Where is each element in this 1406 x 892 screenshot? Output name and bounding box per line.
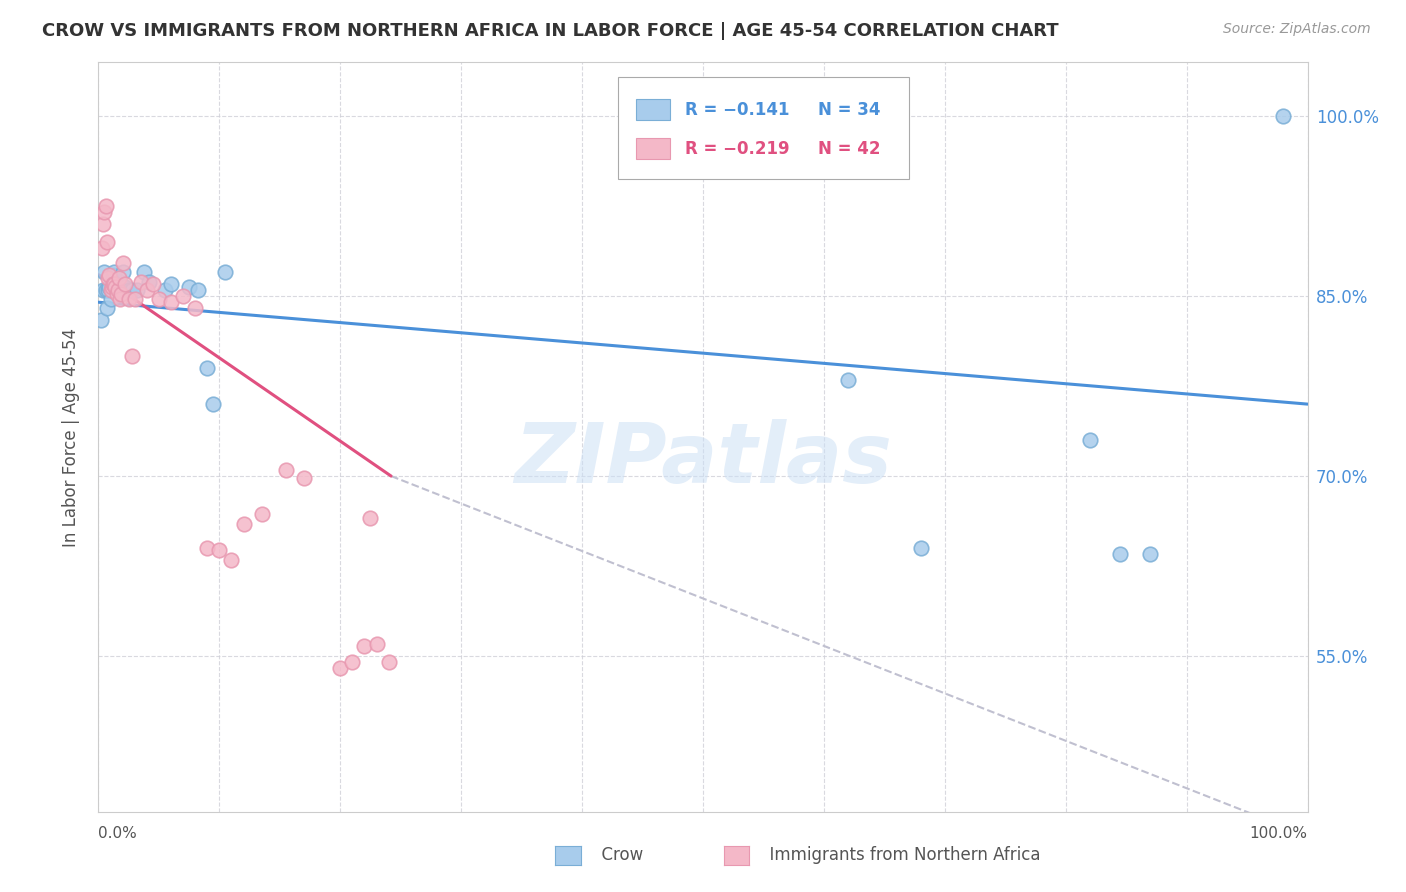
Point [187, 283, 209, 297]
Point [114, 277, 136, 292]
Point [108, 275, 131, 289]
Point [910, 541, 932, 555]
Text: 100.0%: 100.0% [1250, 826, 1308, 841]
Point [111, 265, 134, 279]
Point [124, 292, 146, 306]
Text: ZIPatlas: ZIPatlas [515, 419, 891, 500]
Point [208, 543, 231, 558]
Point [195, 361, 218, 376]
Y-axis label: In Labor Force | Age 45-54: In Labor Force | Age 45-54 [62, 327, 80, 547]
Point [107, 283, 129, 297]
Point [96, 301, 118, 316]
Point [184, 301, 207, 316]
Point [90, 313, 112, 327]
Point [366, 637, 388, 651]
Point [221, 553, 243, 567]
Point [129, 275, 152, 289]
Point [108, 292, 131, 306]
Bar [637, 138, 671, 159]
Point [91, 241, 114, 255]
Point [100, 283, 122, 297]
Point [138, 275, 160, 289]
Point [96, 235, 118, 250]
Point [103, 265, 125, 279]
Point [98, 279, 121, 293]
Point [214, 265, 236, 279]
Point [179, 279, 201, 293]
Point [250, 508, 273, 522]
Text: CROW VS IMMIGRANTS FROM NORTHERN AFRICA IN LABOR FORCE | AGE 45-54 CORRELATION C: CROW VS IMMIGRANTS FROM NORTHERN AFRICA … [42, 22, 1059, 40]
Point [100, 279, 122, 293]
Point [97, 283, 120, 297]
Point [103, 277, 125, 292]
Point [97, 271, 120, 285]
Point [98, 268, 121, 282]
Point [274, 463, 297, 477]
Point [1139, 547, 1161, 561]
Point [121, 283, 143, 297]
Point [134, 265, 156, 279]
Text: 0.0%: 0.0% [98, 826, 138, 841]
Point [118, 283, 141, 297]
Text: Source: ZipAtlas.com: Source: ZipAtlas.com [1223, 22, 1371, 37]
Point [94, 283, 117, 297]
Point [292, 471, 315, 485]
Point [114, 279, 136, 293]
Point [1078, 433, 1101, 447]
Point [110, 286, 132, 301]
Text: R = −0.219: R = −0.219 [685, 140, 790, 158]
Point [107, 277, 129, 292]
Point [104, 279, 127, 293]
Point [100, 283, 122, 297]
Point [100, 292, 122, 306]
Point [93, 205, 115, 219]
Point [105, 286, 128, 301]
Bar [637, 99, 671, 120]
Point [108, 271, 131, 285]
Point [94, 199, 117, 213]
Point [101, 268, 124, 282]
Point [91, 217, 114, 231]
Point [837, 373, 859, 387]
Point [342, 655, 364, 669]
Point [118, 292, 141, 306]
Point [202, 397, 225, 411]
Point [111, 255, 134, 269]
Point [101, 277, 124, 292]
Point [1272, 109, 1295, 123]
Point [135, 283, 157, 297]
Point [195, 541, 218, 555]
Point [160, 295, 183, 310]
Text: Immigrants from Northern Africa: Immigrants from Northern Africa [759, 846, 1040, 863]
Text: N = 42: N = 42 [818, 140, 880, 158]
Point [329, 661, 352, 675]
Text: R = −0.141: R = −0.141 [685, 101, 789, 119]
Point [160, 277, 183, 292]
Point [93, 265, 115, 279]
Point [127, 283, 149, 297]
Point [360, 511, 382, 525]
Point [232, 516, 254, 531]
Point [353, 640, 375, 654]
Point [1109, 547, 1132, 561]
Point [377, 655, 399, 669]
Point [172, 289, 194, 303]
Point [153, 283, 176, 297]
FancyBboxPatch shape [619, 78, 908, 178]
Text: Crow: Crow [591, 846, 643, 863]
Point [148, 292, 170, 306]
Point [121, 349, 143, 363]
Point [142, 277, 165, 292]
Text: N = 34: N = 34 [818, 101, 880, 119]
Point [105, 283, 128, 297]
Point [91, 283, 114, 297]
